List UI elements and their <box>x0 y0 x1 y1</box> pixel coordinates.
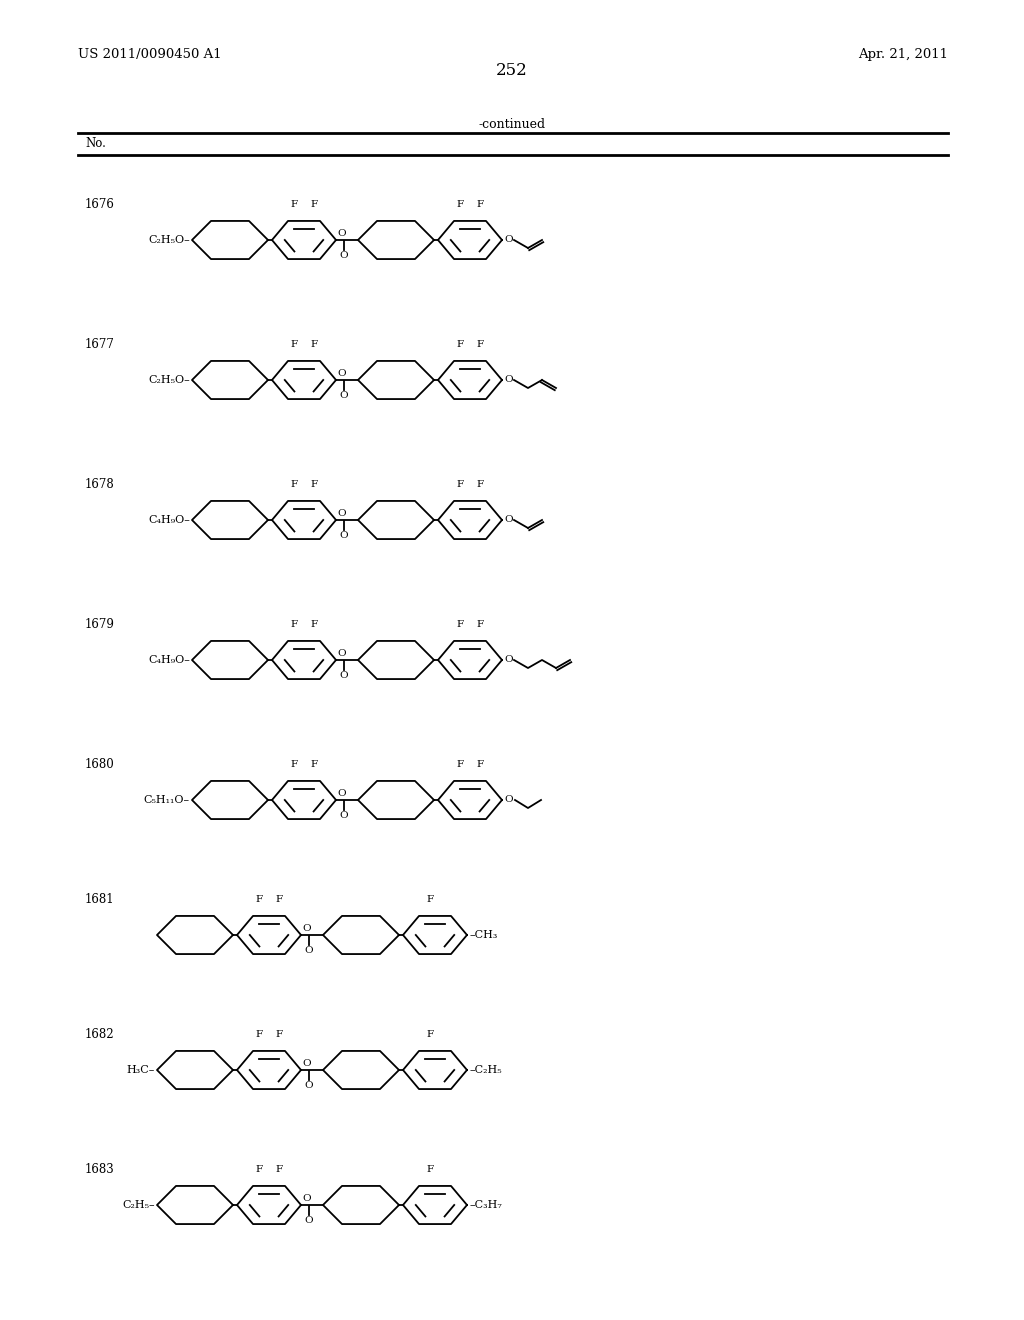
Text: No.: No. <box>85 137 105 150</box>
Text: F: F <box>476 760 483 770</box>
Text: C₄H₉O–: C₄H₉O– <box>148 655 190 665</box>
Text: O: O <box>504 796 513 804</box>
Text: F: F <box>457 341 464 348</box>
Text: C₂H₅O–: C₂H₅O– <box>148 375 190 385</box>
Text: O: O <box>340 251 348 260</box>
Text: F: F <box>291 201 298 209</box>
Text: F: F <box>476 201 483 209</box>
Text: 1676: 1676 <box>85 198 115 211</box>
Text: F: F <box>275 1166 283 1173</box>
Text: F: F <box>426 1030 433 1039</box>
Text: O: O <box>302 924 310 933</box>
Text: O: O <box>337 370 346 378</box>
Text: F: F <box>255 1030 262 1039</box>
Text: O: O <box>337 649 346 657</box>
Text: –CH₃: –CH₃ <box>470 931 499 940</box>
Text: F: F <box>291 620 298 630</box>
Text: F: F <box>275 1030 283 1039</box>
Text: F: F <box>291 480 298 488</box>
Text: –C₂H₅: –C₂H₅ <box>470 1065 503 1074</box>
Text: C₅H₁₁O–: C₅H₁₁O– <box>144 795 190 805</box>
Text: F: F <box>291 760 298 770</box>
Text: F: F <box>457 480 464 488</box>
Text: O: O <box>504 235 513 244</box>
Text: F: F <box>310 480 317 488</box>
Text: 1681: 1681 <box>85 894 115 906</box>
Text: O: O <box>340 671 348 680</box>
Text: US 2011/0090450 A1: US 2011/0090450 A1 <box>78 48 221 61</box>
Text: F: F <box>457 201 464 209</box>
Text: F: F <box>310 201 317 209</box>
Text: O: O <box>340 810 348 820</box>
Text: F: F <box>457 760 464 770</box>
Text: F: F <box>310 341 317 348</box>
Text: F: F <box>255 895 262 904</box>
Text: F: F <box>476 620 483 630</box>
Text: H₃C–: H₃C– <box>127 1065 155 1074</box>
Text: –C₃H₇: –C₃H₇ <box>470 1200 503 1210</box>
Text: F: F <box>426 895 433 904</box>
Text: F: F <box>457 620 464 630</box>
Text: F: F <box>476 341 483 348</box>
Text: F: F <box>310 620 317 630</box>
Text: O: O <box>504 516 513 524</box>
Text: 1677: 1677 <box>85 338 115 351</box>
Text: F: F <box>426 1166 433 1173</box>
Text: O: O <box>305 1216 313 1225</box>
Text: O: O <box>337 789 346 799</box>
Text: C₂H₅–: C₂H₅– <box>123 1200 155 1210</box>
Text: 1680: 1680 <box>85 758 115 771</box>
Text: O: O <box>337 510 346 517</box>
Text: C₄H₉O–: C₄H₉O– <box>148 515 190 525</box>
Text: O: O <box>302 1059 310 1068</box>
Text: O: O <box>302 1195 310 1203</box>
Text: C₂H₅O–: C₂H₅O– <box>148 235 190 246</box>
Text: F: F <box>275 895 283 904</box>
Text: 1683: 1683 <box>85 1163 115 1176</box>
Text: O: O <box>340 391 348 400</box>
Text: O: O <box>340 531 348 540</box>
Text: F: F <box>310 760 317 770</box>
Text: 1682: 1682 <box>85 1028 115 1041</box>
Text: -continued: -continued <box>478 117 546 131</box>
Text: O: O <box>305 946 313 954</box>
Text: O: O <box>305 1081 313 1090</box>
Text: F: F <box>255 1166 262 1173</box>
Text: 1679: 1679 <box>85 618 115 631</box>
Text: O: O <box>337 228 346 238</box>
Text: 1678: 1678 <box>85 478 115 491</box>
Text: O: O <box>504 656 513 664</box>
Text: F: F <box>476 480 483 488</box>
Text: O: O <box>504 375 513 384</box>
Text: 252: 252 <box>496 62 528 79</box>
Text: F: F <box>291 341 298 348</box>
Text: Apr. 21, 2011: Apr. 21, 2011 <box>858 48 948 61</box>
